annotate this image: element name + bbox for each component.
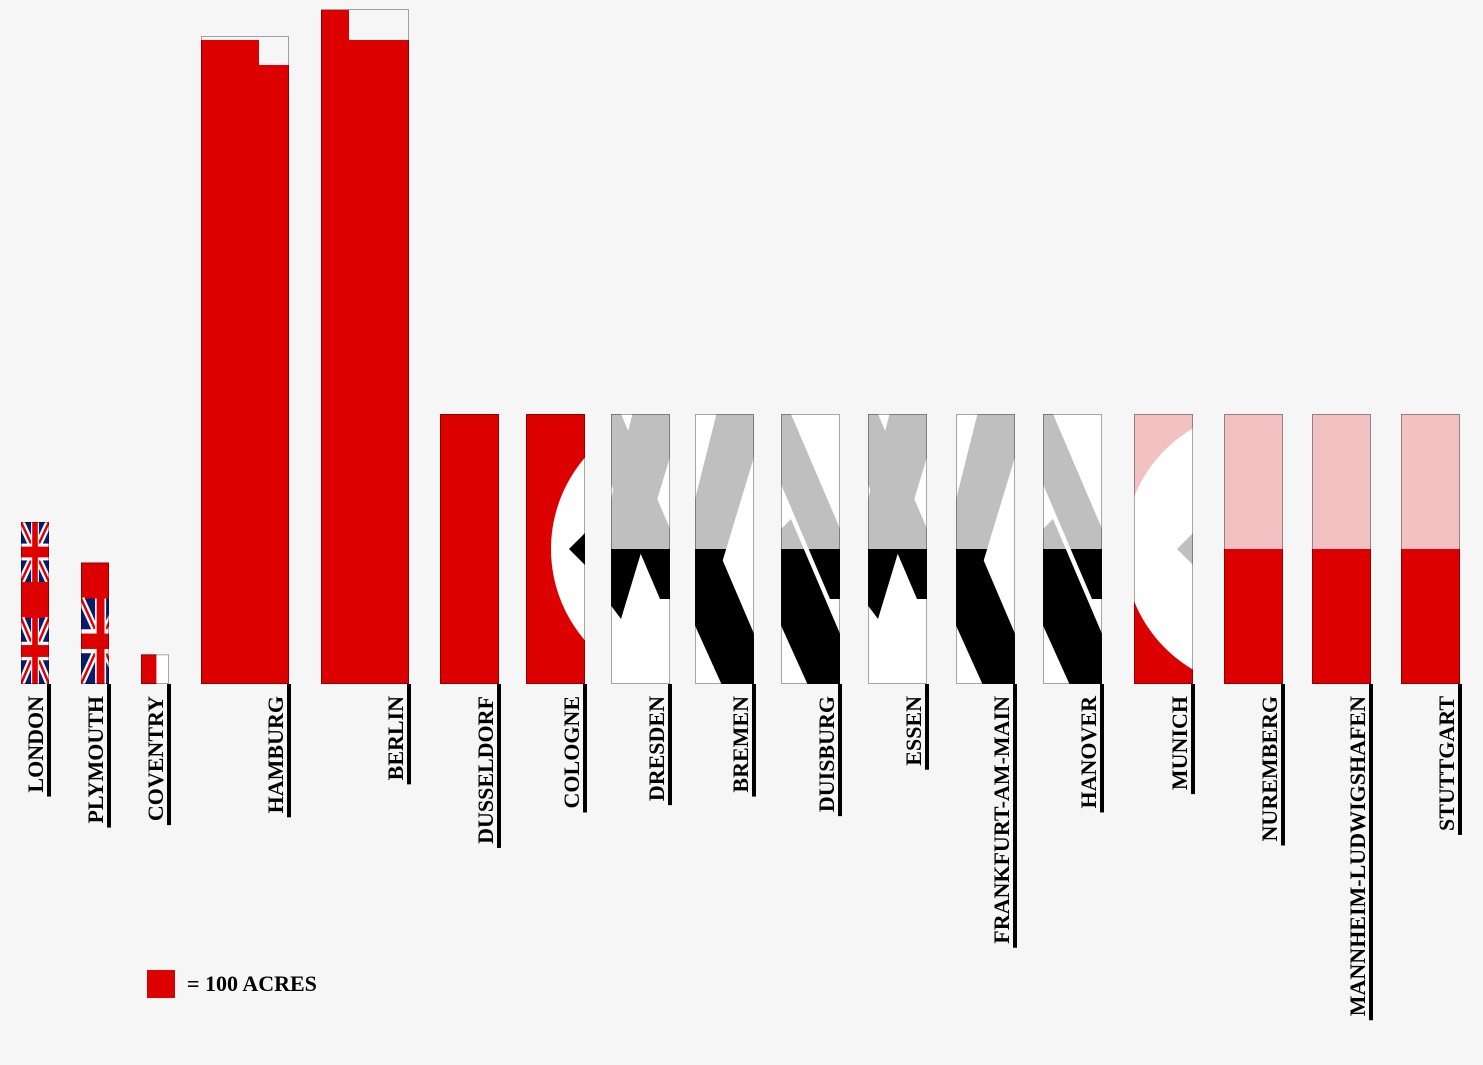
bar-frankfurt-am-main bbox=[956, 414, 1015, 684]
category-label-munich: MUNICH bbox=[1167, 696, 1192, 790]
category-label-hanover: HANOVER bbox=[1076, 695, 1101, 809]
bar-munich bbox=[1134, 414, 1193, 684]
legend: = 100 ACRES bbox=[147, 970, 317, 998]
label-rule-duisburg bbox=[838, 684, 842, 817]
label-rule-hamburg bbox=[287, 684, 291, 818]
bar-essen bbox=[868, 414, 927, 684]
label-rule-mannheim-ludwigshafen bbox=[1369, 684, 1373, 1021]
label-rule-essen bbox=[925, 684, 929, 770]
label-rule-stuttgart bbox=[1458, 684, 1462, 835]
category-label-bremen: BREMEN bbox=[728, 696, 753, 793]
bar-nuremberg bbox=[1224, 414, 1283, 684]
category-label-duisburg: DUISBURG bbox=[814, 696, 839, 812]
category-label-essen: ESSEN bbox=[901, 696, 926, 766]
legend-swatch bbox=[147, 970, 175, 998]
bar-dresden bbox=[611, 414, 670, 684]
bar-bremen bbox=[695, 414, 754, 684]
bar-plymouth bbox=[81, 562, 109, 684]
label-rule-munich bbox=[1191, 684, 1195, 795]
bar-stuttgart bbox=[1401, 414, 1460, 684]
label-rule-frankfurt-am-main bbox=[1013, 684, 1017, 948]
label-rule-dusseldorf bbox=[497, 684, 501, 848]
category-label-hamburg: HAMBURG bbox=[263, 696, 288, 813]
category-label-mannheim-ludwigshafen: MANNHEIM-LUDWIGSHAFEN bbox=[1345, 696, 1370, 1016]
bar-coventry bbox=[141, 654, 169, 684]
label-rule-hanover bbox=[1100, 684, 1104, 813]
bar-hanover bbox=[1043, 414, 1102, 684]
label-rule-coventry bbox=[167, 684, 171, 826]
label-rule-berlin bbox=[407, 684, 411, 785]
label-rule-nuremberg bbox=[1281, 684, 1285, 846]
bar-duisburg bbox=[781, 414, 840, 684]
bar-london bbox=[21, 522, 49, 684]
bar-berlin bbox=[321, 9, 409, 684]
label-rule-bremen bbox=[752, 684, 756, 797]
bar-hamburg bbox=[201, 36, 289, 684]
category-label-cologne: COLOGNE bbox=[559, 696, 584, 808]
category-label-berlin: BERLIN bbox=[383, 696, 408, 780]
category-label-plymouth: PLYMOUTH bbox=[83, 696, 108, 824]
label-rule-dresden bbox=[668, 684, 672, 806]
bar-cologne bbox=[526, 414, 585, 684]
category-label-dresden: DRESDEN bbox=[644, 696, 669, 801]
label-rule-london bbox=[47, 684, 51, 797]
category-label-nuremberg: NUREMBERG bbox=[1257, 696, 1282, 841]
label-rule-cologne bbox=[583, 684, 587, 813]
legend-label: = 100 ACRES bbox=[187, 971, 317, 996]
label-rule-plymouth bbox=[107, 684, 111, 828]
bar-mannheim-ludwigshafen bbox=[1312, 414, 1371, 684]
category-label-frankfurt-am-main: FRANKFURT-AM-MAIN bbox=[989, 696, 1014, 944]
category-label-dusseldorf: DUSSELDORF bbox=[473, 696, 498, 844]
bar-dusseldorf bbox=[440, 414, 499, 684]
category-label-coventry: COVENTRY bbox=[143, 696, 168, 821]
category-label-stuttgart: STUTTGART bbox=[1434, 696, 1459, 831]
category-label-london: LONDON bbox=[23, 696, 48, 793]
